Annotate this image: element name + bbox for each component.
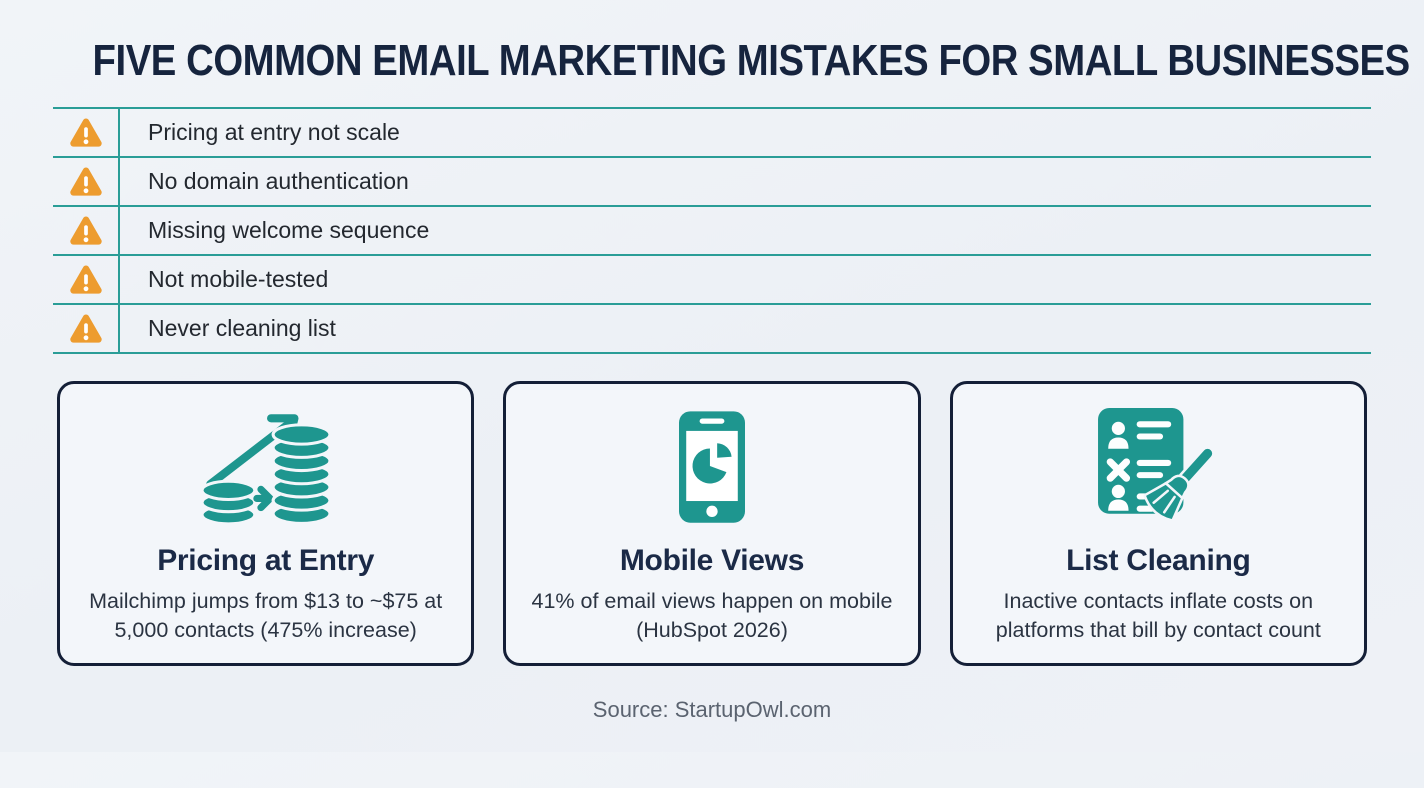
card-mobile-views: Mobile Views 41% of email views happen o… xyxy=(503,381,921,666)
warning-triangle-icon xyxy=(69,314,102,343)
mistake-row: Pricing at entry not scale xyxy=(53,109,1371,158)
mistake-row: Not mobile-tested xyxy=(53,256,1371,305)
mistake-label: Never cleaning list xyxy=(148,315,336,341)
card-description: Mailchimp jumps from $13 to ~$75 at 5,00… xyxy=(89,589,443,643)
mistake-label: Pricing at entry not scale xyxy=(148,119,400,145)
mistake-row: No domain authentication xyxy=(53,158,1371,207)
card-description: Inactive contacts inflate costs on platf… xyxy=(995,589,1321,643)
warning-triangle-icon xyxy=(69,167,102,196)
mistakes-table: Pricing at entry not scale No domain aut… xyxy=(53,107,1371,354)
card-title: List Cleaning xyxy=(1066,544,1251,577)
warning-cell xyxy=(53,305,120,352)
warning-triangle-icon xyxy=(69,265,102,294)
card-pricing-at-entry: Pricing at Entry Mailchimp jumps from $1… xyxy=(57,381,475,666)
mistake-label: Missing welcome sequence xyxy=(148,217,430,243)
coins-growth-icon xyxy=(200,400,332,534)
mistake-label: No domain authentication xyxy=(148,168,409,194)
page-title: FIVE COMMON EMAIL MARKETING MISTAKES FOR… xyxy=(92,36,1411,85)
warning-cell xyxy=(53,158,120,205)
warning-cell xyxy=(53,207,120,254)
mistake-row: Never cleaning list xyxy=(53,305,1371,354)
card-title: Mobile Views xyxy=(619,544,805,577)
warning-cell xyxy=(53,109,120,156)
mistake-label: Not mobile-tested xyxy=(148,266,329,292)
warning-triangle-icon xyxy=(69,216,102,245)
warning-cell xyxy=(53,256,120,303)
info-cards: Pricing at Entry Mailchimp jumps from $1… xyxy=(57,381,1367,666)
list-cleaning-broom-icon xyxy=(1096,400,1220,534)
card-title: Pricing at Entry xyxy=(157,544,375,577)
infographic-page: FIVE COMMON EMAIL MARKETING MISTAKES FOR… xyxy=(0,36,1424,788)
source-attribution: Source: StartupOwl.com xyxy=(592,697,832,722)
card-description: 41% of email views happen on mobile (Hub… xyxy=(531,589,893,643)
mobile-pie-chart-icon xyxy=(678,400,745,534)
warning-triangle-icon xyxy=(69,118,102,147)
mistake-row: Missing welcome sequence xyxy=(53,207,1371,256)
card-list-cleaning: List Cleaning Inactive contacts inflate … xyxy=(949,381,1367,666)
